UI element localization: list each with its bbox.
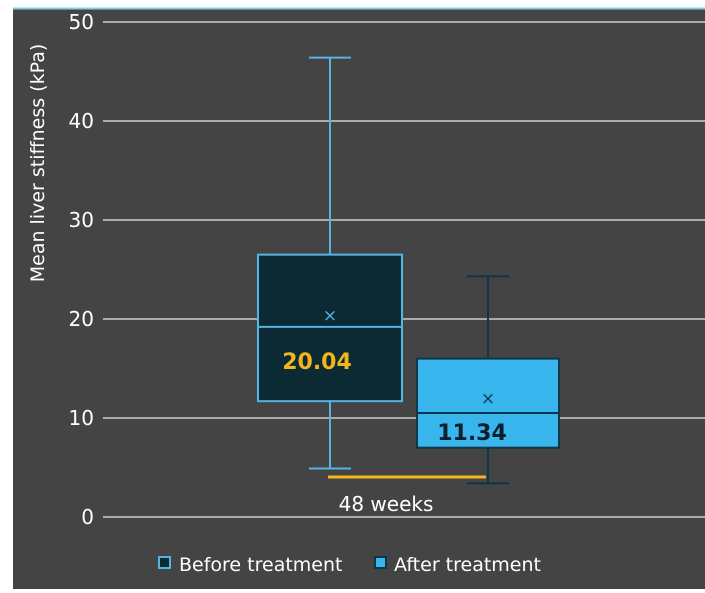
legend-label: After treatment (394, 554, 541, 576)
y-axis-label: Mean liver stiffness (kPa) (27, 44, 49, 283)
y-tick-label: 20 (69, 307, 94, 331)
mean-marker: × (481, 389, 495, 409)
legend: Before treatment After treatment (158, 554, 541, 576)
legend-item: After treatment (374, 554, 541, 576)
box-before-treatment: × 20.04 (257, 56, 403, 470)
mean-value-label: 11.34 (437, 421, 507, 446)
legend-swatch (158, 556, 171, 569)
box-series: × 20.04 × 11.34 (257, 56, 560, 485)
y-tick-label: 0 (81, 505, 94, 529)
interquartile-box (416, 357, 560, 449)
y-tick-label: 50 (69, 10, 94, 34)
legend-label: Before treatment (179, 554, 342, 576)
box-after-treatment: × 11.34 (416, 275, 560, 485)
y-axis-ticks: 0 10 20 30 40 50 (69, 10, 94, 529)
y-tick-label: 40 (69, 109, 94, 133)
legend-item: Before treatment (158, 554, 342, 576)
legend-swatch (374, 556, 387, 569)
mean-value-label: 20.04 (282, 350, 352, 375)
gridlines (103, 21, 705, 518)
y-tick-label: 30 (69, 208, 94, 232)
duration-annotation-label: 48 weeks (339, 492, 434, 516)
y-tick-label: 10 (69, 406, 94, 430)
mean-marker: × (323, 306, 337, 326)
